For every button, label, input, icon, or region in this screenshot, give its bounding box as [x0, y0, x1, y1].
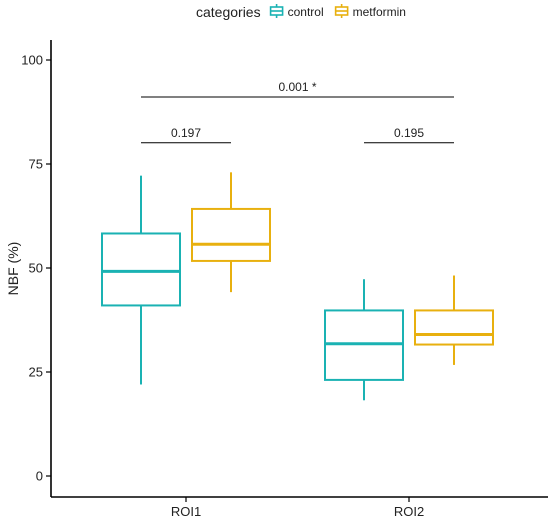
y-tick-label: 100 — [21, 53, 43, 68]
box-control-roi2 — [324, 279, 404, 401]
box-metformin-roi1 — [191, 172, 271, 293]
box-control-roi1 — [101, 175, 181, 385]
x-ticks: ROI1 ROI2 — [171, 497, 424, 519]
legend-item-control: control — [269, 4, 324, 19]
y-tick-label: 25 — [29, 365, 43, 380]
legend-label: metformin — [353, 5, 406, 19]
p-value-label: 0.195 — [394, 126, 424, 140]
box-iqr — [101, 232, 181, 307]
significance-annotations: 0.001 * 0.197 0.195 — [141, 80, 454, 144]
x-tick-label: ROI1 — [171, 504, 201, 519]
y-tick-label: 75 — [29, 157, 43, 172]
y-axis-title: NBF (%) — [5, 242, 21, 296]
legend-items: control metformin — [269, 4, 406, 19]
axes: 0 25 50 75 100 ROI1 ROI2 NBF (%) — [5, 40, 548, 519]
legend-label: control — [288, 5, 324, 19]
box-metformin-roi2 — [414, 275, 494, 365]
p-value-label: 0.197 — [171, 126, 201, 140]
x-tick-label: ROI2 — [394, 504, 424, 519]
y-tick-label: 50 — [29, 261, 43, 276]
legend: categories control metformin — [196, 4, 406, 20]
y-ticks: 0 25 50 75 100 — [21, 53, 51, 484]
p-value-label: 0.001 * — [278, 80, 316, 94]
legend-item-metformin: metformin — [334, 4, 406, 19]
y-tick-label: 0 — [36, 469, 43, 484]
legend-title: categories — [196, 4, 261, 20]
box-iqr — [191, 207, 271, 262]
plot-marks — [101, 172, 494, 401]
box-iqr — [414, 309, 494, 346]
